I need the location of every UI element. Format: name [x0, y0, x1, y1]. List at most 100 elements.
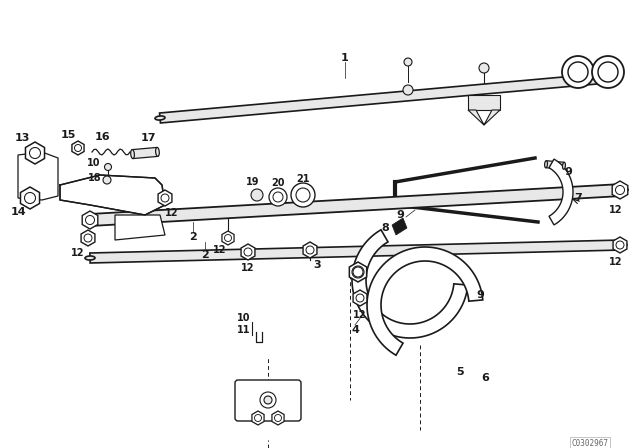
- Text: 15: 15: [60, 130, 76, 140]
- Text: 8: 8: [381, 223, 389, 233]
- Text: 7: 7: [574, 193, 582, 203]
- Bar: [159, 73, 609, 123]
- Polygon shape: [60, 175, 165, 215]
- Polygon shape: [72, 141, 84, 155]
- Text: 6: 6: [481, 373, 489, 383]
- Text: 17: 17: [140, 133, 156, 143]
- Polygon shape: [81, 230, 95, 246]
- Polygon shape: [115, 215, 165, 240]
- Text: 12: 12: [609, 205, 623, 215]
- Ellipse shape: [603, 76, 613, 80]
- Circle shape: [562, 56, 594, 88]
- Ellipse shape: [616, 188, 628, 193]
- Circle shape: [404, 58, 412, 66]
- Polygon shape: [349, 262, 367, 282]
- Circle shape: [104, 164, 111, 171]
- Bar: [90, 240, 622, 263]
- Text: 12: 12: [241, 263, 255, 273]
- Polygon shape: [549, 159, 573, 225]
- Circle shape: [251, 189, 263, 201]
- Circle shape: [598, 62, 618, 82]
- Text: 9: 9: [476, 290, 484, 300]
- Polygon shape: [468, 110, 500, 125]
- Circle shape: [161, 194, 169, 202]
- Text: 16: 16: [95, 132, 111, 142]
- Polygon shape: [392, 218, 407, 235]
- Text: 12: 12: [71, 248, 84, 258]
- Bar: [546, 161, 564, 169]
- Text: 18: 18: [88, 173, 102, 183]
- Text: C0302967: C0302967: [572, 439, 609, 448]
- Polygon shape: [468, 95, 500, 110]
- Text: 13: 13: [14, 133, 29, 143]
- Text: 14: 14: [10, 207, 26, 217]
- Circle shape: [306, 246, 314, 254]
- Bar: [132, 147, 158, 159]
- Circle shape: [616, 241, 624, 249]
- FancyBboxPatch shape: [235, 380, 301, 421]
- Polygon shape: [613, 237, 627, 253]
- Circle shape: [352, 266, 364, 278]
- Text: 4: 4: [351, 325, 359, 335]
- Polygon shape: [158, 190, 172, 206]
- Circle shape: [269, 188, 287, 206]
- Ellipse shape: [155, 116, 165, 120]
- Circle shape: [84, 234, 92, 242]
- Circle shape: [356, 294, 364, 302]
- Circle shape: [568, 62, 588, 82]
- Polygon shape: [367, 247, 483, 355]
- Circle shape: [24, 193, 35, 203]
- Text: 10: 10: [87, 158, 100, 168]
- Circle shape: [29, 147, 40, 159]
- Circle shape: [86, 215, 95, 224]
- Circle shape: [592, 56, 624, 88]
- Circle shape: [273, 192, 283, 202]
- Circle shape: [353, 267, 363, 277]
- Text: 12: 12: [213, 245, 227, 255]
- Circle shape: [403, 85, 413, 95]
- Text: 11: 11: [237, 325, 251, 335]
- Circle shape: [260, 392, 276, 408]
- Text: 2: 2: [201, 250, 209, 260]
- Circle shape: [103, 176, 111, 184]
- Circle shape: [244, 248, 252, 256]
- Text: 3: 3: [313, 260, 321, 270]
- Polygon shape: [303, 242, 317, 258]
- Text: 12: 12: [609, 257, 623, 267]
- Text: 10: 10: [237, 313, 251, 323]
- Polygon shape: [252, 411, 264, 425]
- Text: 12: 12: [165, 208, 179, 218]
- Circle shape: [479, 63, 489, 73]
- Text: 19: 19: [246, 177, 260, 187]
- Ellipse shape: [84, 218, 96, 222]
- Ellipse shape: [617, 243, 627, 247]
- Polygon shape: [18, 152, 58, 200]
- Polygon shape: [241, 244, 255, 260]
- Text: 9: 9: [396, 210, 404, 220]
- Ellipse shape: [545, 161, 547, 168]
- Circle shape: [74, 145, 81, 151]
- Text: 20: 20: [271, 178, 285, 188]
- Polygon shape: [353, 290, 367, 306]
- Text: 2: 2: [189, 232, 197, 242]
- Text: 1: 1: [341, 53, 349, 63]
- Circle shape: [616, 185, 625, 194]
- Circle shape: [296, 188, 310, 202]
- Polygon shape: [272, 411, 284, 425]
- Polygon shape: [26, 142, 45, 164]
- Ellipse shape: [131, 150, 134, 159]
- Text: 9: 9: [564, 167, 572, 177]
- Text: 21: 21: [296, 174, 310, 184]
- Text: 12: 12: [353, 310, 367, 320]
- Polygon shape: [20, 187, 40, 209]
- Ellipse shape: [563, 162, 565, 169]
- Circle shape: [225, 234, 232, 241]
- Polygon shape: [612, 181, 628, 199]
- Circle shape: [291, 183, 315, 207]
- Ellipse shape: [156, 147, 159, 156]
- Text: 5: 5: [456, 367, 464, 377]
- Polygon shape: [82, 211, 98, 229]
- Bar: [90, 184, 622, 226]
- Circle shape: [264, 396, 272, 404]
- Polygon shape: [352, 230, 468, 338]
